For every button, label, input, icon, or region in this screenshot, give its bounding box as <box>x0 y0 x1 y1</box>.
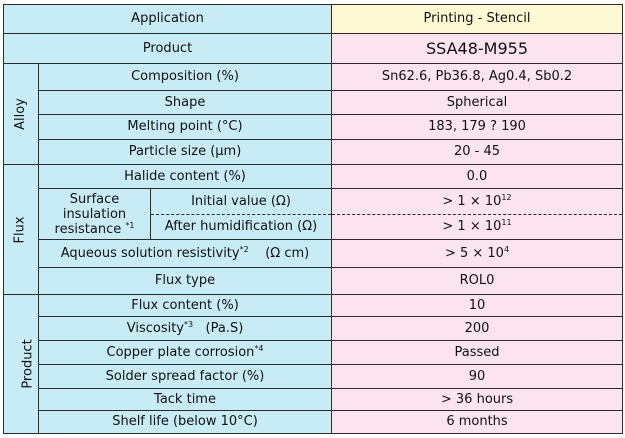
viscosity-unit: (Pa.S) <box>205 320 244 336</box>
flux-content-row: Product Flux content (%) 10 <box>3 294 623 434</box>
composition-value: Sn62.6, Pb36.8, Ag0.4, Sb0.2 <box>331 63 623 91</box>
product-value: SSA48-M955 <box>331 33 623 64</box>
after-humidification-exponent: 11 <box>501 218 512 227</box>
viscosity-row: Viscosity*3 (Pa.S) 200 <box>4 316 623 341</box>
composition-label: Composition (%) <box>38 63 332 91</box>
viscosity-label: Viscosity*3 (Pa.S) <box>38 316 332 341</box>
alloy-label: Alloy <box>12 98 28 130</box>
aqueous-value: > 5 × 104 <box>331 239 623 268</box>
tack-value: > 36 hours <box>331 388 623 411</box>
particle-size-row: Particle size (μm) 20 - 45 <box>4 139 623 165</box>
aqueous-label: Aqueous solution resistivity*2 (Ω cm) <box>38 239 332 268</box>
halide-label: Halide content (%) <box>38 164 332 189</box>
note-4: *4 <box>254 343 264 353</box>
flux-label: Flux <box>13 215 28 244</box>
after-humidification-label: After humidification (Ω) <box>150 214 332 240</box>
initial-value-label: Initial value (Ω) <box>150 188 332 215</box>
header-row: Application Printing - Stencil <box>3 4 623 34</box>
spread-row: Solder spread factor (%) 90 <box>4 364 623 389</box>
flux-type-row: Flux type ROL0 <box>4 267 623 295</box>
copper-label: Copper plate corrosion*4 <box>38 340 332 365</box>
flux-type-label: Flux type <box>38 267 332 295</box>
product-row: Product SSA48-M955 <box>3 33 623 64</box>
copper-value: Passed <box>331 340 623 365</box>
printing-header: Printing - Stencil <box>331 4 623 34</box>
flux-content-value: 10 <box>331 294 623 317</box>
spread-value: 90 <box>331 364 623 389</box>
particle-size-label: Particle size (μm) <box>38 139 332 165</box>
copper-row: Copper plate corrosion*4 Passed <box>4 340 623 365</box>
note-2: *2 <box>239 244 249 254</box>
spread-label: Solder spread factor (%) <box>38 364 332 389</box>
aqueous-unit: (Ω cm) <box>265 245 310 261</box>
solder-paste-spec-sheet: Application Printing - Stencil Product S… <box>3 4 623 434</box>
tack-label: Tack time <box>38 388 332 411</box>
shape-row: Shape Spherical <box>4 90 623 115</box>
application-header: Application <box>3 4 332 34</box>
note-3: *3 <box>184 319 194 329</box>
melting-point-label: Melting point (°C) <box>38 114 332 140</box>
product-label-vertical: Product <box>20 339 36 389</box>
spec-table: Application Printing - Stencil Product S… <box>3 4 623 434</box>
shelf-value: 6 months <box>331 410 623 434</box>
melting-point-row: Melting point (°C) 183, 179 ? 190 <box>4 114 623 140</box>
melting-point-value: 183, 179 ? 190 <box>331 114 623 140</box>
tack-row: Tack time > 36 hours <box>4 388 623 411</box>
viscosity-value: 200 <box>331 316 623 341</box>
surface-insulation-label: Surface insulation resistance *1 <box>38 188 151 240</box>
note-1: *1 <box>125 220 135 230</box>
particle-size-value: 20 - 45 <box>331 139 623 165</box>
after-humidification-value: > 1 × 1011 <box>331 214 623 240</box>
flux-type-value: ROL0 <box>331 267 623 295</box>
halide-row: Flux Halide content (%) 0.0 <box>3 164 623 295</box>
shape-label: Shape <box>38 90 332 115</box>
sir-initial-row: Surface insulation resistance *1 Initial… <box>4 188 623 240</box>
aqueous-exponent: 4 <box>503 244 510 254</box>
product-group-label: Product <box>3 294 39 434</box>
composition-row: Alloy Composition (%) Sn62.6, Pb36.8, Ag… <box>3 63 623 165</box>
aqueous-row: Aqueous solution resistivity*2 (Ω cm) > … <box>4 239 623 268</box>
initial-value: > 1 × 1012 <box>331 188 623 215</box>
shape-value: Spherical <box>331 90 623 115</box>
flux-content-label: Flux content (%) <box>38 294 332 317</box>
shelf-row: Shelf life (below 10°C) 6 months <box>4 410 623 434</box>
flux-group-label: Flux <box>3 164 39 295</box>
alloy-group-label: Alloy <box>3 63 39 165</box>
product-label: Product <box>3 33 332 64</box>
initial-value-exponent: 12 <box>501 192 512 202</box>
halide-value: 0.0 <box>331 164 623 189</box>
sir-after-row: After humidification (Ω) > 1 × 1011 <box>4 214 623 240</box>
shelf-label: Shelf life (below 10°C) <box>38 410 332 434</box>
